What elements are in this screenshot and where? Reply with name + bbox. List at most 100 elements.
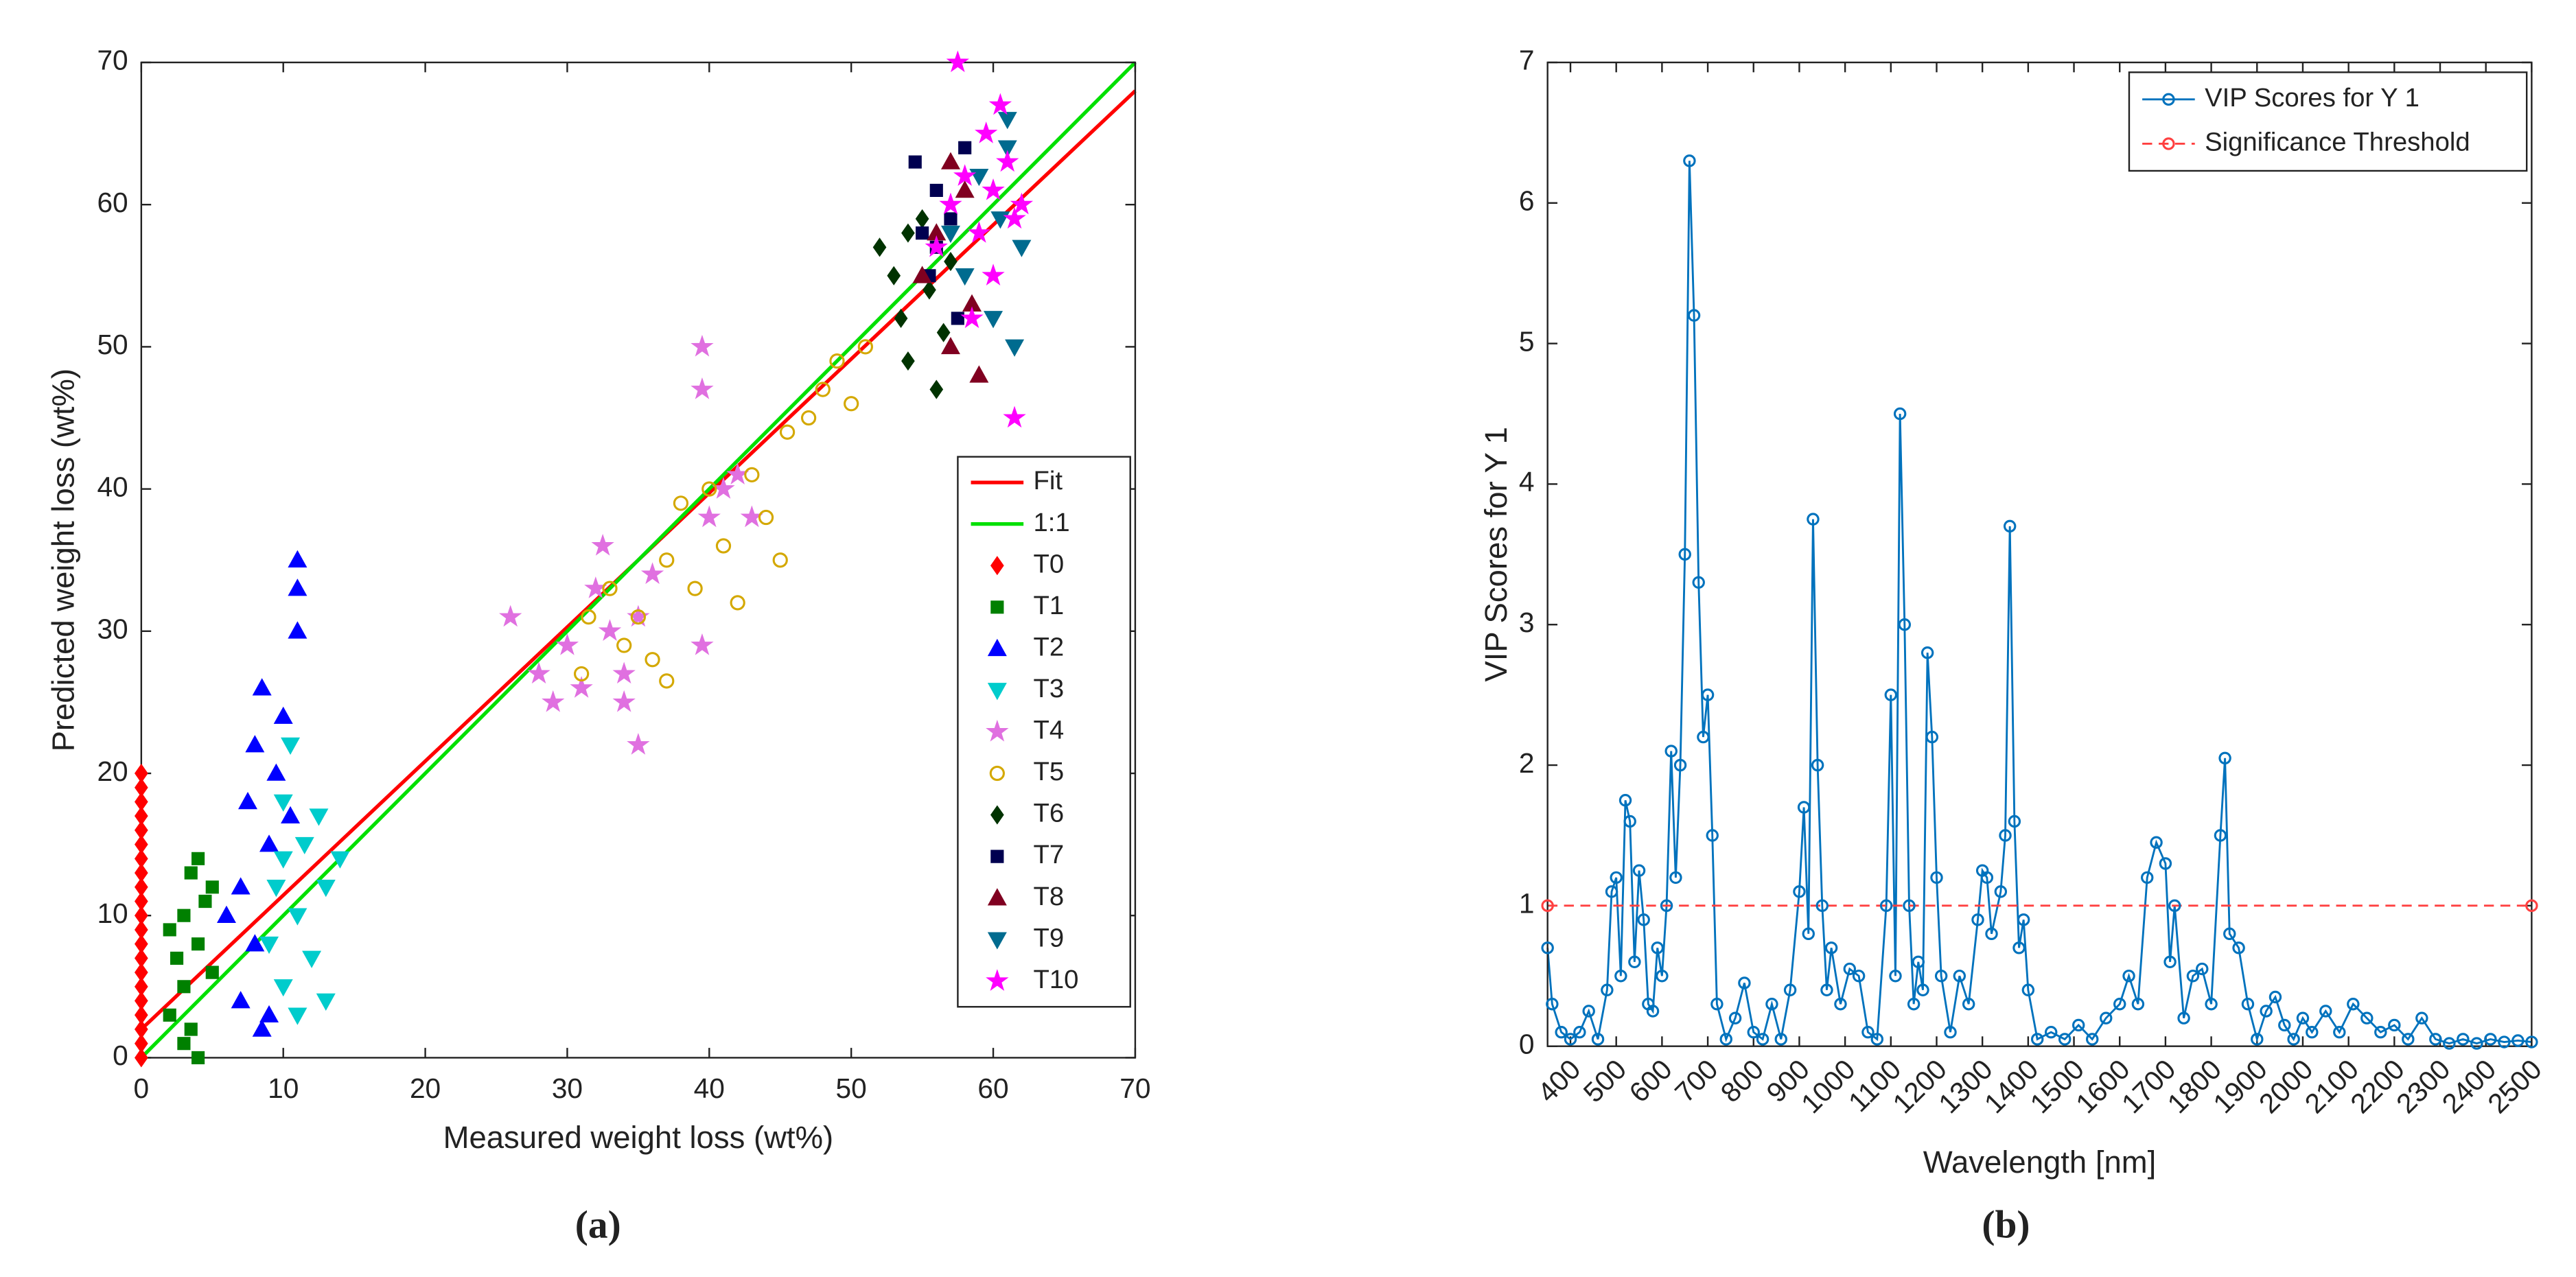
data-point (1921, 646, 1934, 659)
data-point (1614, 970, 1627, 983)
data-point (946, 50, 969, 73)
x-tick-label: 600 (1623, 1053, 1678, 1109)
legend-box (2128, 71, 2528, 172)
data-point (936, 323, 951, 342)
legend-label: T3 (1034, 674, 1065, 703)
data-point (2498, 1035, 2511, 1048)
data-point (659, 673, 675, 689)
y-tick-label: 10 (97, 898, 128, 929)
data-point (288, 1007, 308, 1025)
data-point (929, 183, 943, 198)
data-point (573, 666, 590, 682)
data-point (135, 792, 148, 812)
data-point (252, 678, 272, 696)
data-point (2457, 1033, 2470, 1046)
data-point (984, 311, 1003, 329)
data-point (1889, 970, 1902, 983)
data-point (245, 934, 265, 952)
data-point (2100, 1011, 2113, 1024)
data-point (135, 834, 148, 854)
data-point (2360, 1011, 2374, 1024)
y-tick-label: 1 (1519, 888, 1535, 919)
data-point (1701, 688, 1715, 701)
data-point (691, 377, 714, 399)
data-point (273, 794, 293, 812)
data-point (1985, 927, 1998, 941)
data-point (135, 891, 148, 911)
data-point (691, 633, 714, 655)
data-point (2260, 1005, 2273, 1018)
data-point (800, 410, 817, 426)
y-tick-label: 4 (1519, 466, 1535, 497)
data-point (273, 851, 293, 869)
data-point (1706, 829, 1719, 842)
data-point (316, 880, 336, 898)
data-point (1637, 913, 1650, 926)
legend-marker (987, 638, 1007, 657)
data-point (1628, 955, 1641, 969)
data-point (912, 266, 932, 283)
data-point (1719, 1033, 1732, 1046)
legend-marker (2162, 137, 2175, 150)
data-point (273, 706, 293, 724)
data-point (730, 595, 745, 611)
legend-label: T6 (1034, 799, 1065, 828)
data-point (1852, 970, 1866, 983)
y-axis-label: Predicted weight loss (wt%) (46, 368, 81, 751)
y-tick-label: 30 (97, 613, 128, 645)
legend-label: T7 (1034, 840, 1065, 869)
data-point (135, 806, 148, 826)
data-point (1687, 309, 1701, 322)
data-point (135, 777, 148, 797)
data-point (288, 578, 308, 596)
data-point (302, 950, 322, 968)
data-point (309, 808, 329, 826)
data-point (726, 462, 750, 485)
legend-marker (2162, 93, 2175, 106)
data-point (1783, 983, 1797, 996)
data-point (1903, 899, 1916, 913)
data-point (630, 609, 647, 625)
data-point (2374, 1025, 2387, 1039)
data-point (997, 112, 1017, 130)
data-point (602, 581, 618, 596)
data-point (901, 223, 915, 243)
data-point (192, 852, 205, 865)
data-point (1005, 339, 1025, 357)
data-point (1824, 941, 1838, 954)
y-tick-label: 2 (1519, 747, 1535, 779)
data-point (581, 609, 596, 625)
data-point (184, 866, 198, 880)
data-point (1747, 1025, 1760, 1039)
data-point (231, 877, 251, 895)
data-point (701, 481, 717, 497)
data-point (192, 1051, 205, 1065)
data-point (2186, 970, 2200, 983)
legend-label: VIP Scores for Y 1 (2205, 83, 2420, 113)
data-point (1994, 885, 2008, 898)
data-point (740, 505, 764, 528)
data-point (2163, 955, 2177, 969)
data-point (135, 906, 148, 926)
legend-label: T5 (1034, 757, 1065, 786)
x-tick-label: 500 (1577, 1053, 1633, 1109)
data-point (273, 979, 293, 997)
data-point (1898, 618, 1912, 631)
data-point (135, 919, 148, 940)
data-point (951, 312, 964, 325)
y-tick-label: 0 (1519, 1028, 1535, 1059)
data-point (2319, 1005, 2332, 1018)
data-point (1925, 730, 1939, 744)
data-point (2177, 1011, 2190, 1024)
data-point (135, 1005, 148, 1025)
data-point (1591, 1033, 1605, 1046)
data-point (555, 633, 579, 655)
data-layer (139, 61, 1137, 1059)
data-point (1999, 829, 2012, 842)
data-point (2278, 1018, 2291, 1032)
data-point (266, 880, 286, 898)
data-point (687, 581, 703, 596)
data-point (815, 382, 831, 397)
data-point (1738, 976, 1751, 989)
data-point (2196, 962, 2209, 976)
